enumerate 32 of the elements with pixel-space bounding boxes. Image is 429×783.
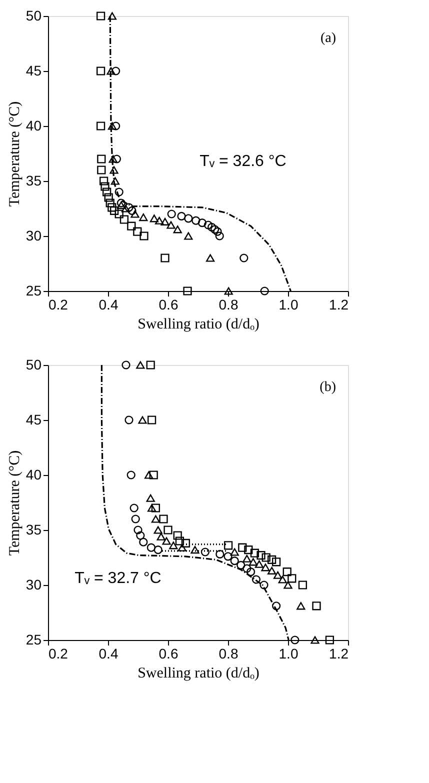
y-axis-title: Temperature (°C) <box>6 101 23 207</box>
y-tick-label: 35 <box>26 522 42 538</box>
annotation: Tᵥ = 32.7 °C <box>74 570 162 587</box>
x-axis-title: Swelling ratio (d/dₒ) <box>138 666 260 682</box>
y-tick-label: 45 <box>26 62 42 78</box>
y-tick-label: 40 <box>26 466 42 482</box>
y-tick-label: 50 <box>26 8 42 24</box>
y-tick-label: 30 <box>26 576 42 592</box>
x-tick-label: 0.8 <box>218 296 238 312</box>
y-tick-label: 35 <box>26 172 42 188</box>
x-tick-label: 0.4 <box>98 296 118 312</box>
x-tick-label: 1.2 <box>329 296 349 312</box>
y-tick-label: 45 <box>26 412 42 428</box>
annotation: Tᵥ = 32.6 °C <box>200 153 286 170</box>
x-axis-title: Swelling ratio (d/dₒ) <box>138 316 260 332</box>
x-tick-label: 0.6 <box>158 296 178 312</box>
y-tick-label: 30 <box>26 228 42 244</box>
x-tick-label: 1.2 <box>329 646 349 662</box>
y-tick-label: 25 <box>26 632 42 648</box>
y-tick-label: 25 <box>26 282 42 298</box>
x-tick-label: 0.2 <box>48 646 68 662</box>
annotation: (b) <box>320 380 336 395</box>
y-tick-label: 50 <box>26 356 42 372</box>
annotation: (a) <box>320 31 336 46</box>
x-tick-label: 0.8 <box>218 646 238 662</box>
x-tick-label: 0.4 <box>98 646 118 662</box>
y-axis-title: Temperature (°C) <box>6 450 23 556</box>
y-tick-label: 40 <box>26 118 42 134</box>
x-tick-label: 1.0 <box>278 646 298 662</box>
x-tick-label: 0.6 <box>158 646 178 662</box>
x-tick-label: 1.0 <box>278 296 298 312</box>
x-tick-label: 0.2 <box>48 296 68 312</box>
